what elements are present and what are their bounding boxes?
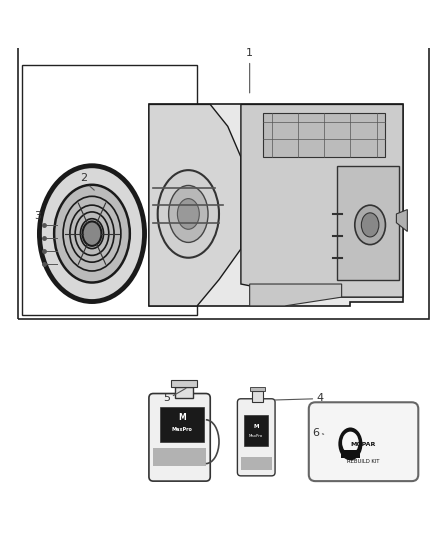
Ellipse shape [82, 221, 102, 246]
Bar [153, 448, 206, 466]
Ellipse shape [355, 205, 385, 245]
Ellipse shape [177, 199, 199, 229]
Text: MaxPro: MaxPro [249, 434, 263, 438]
Bar [175, 387, 193, 398]
Bar [160, 407, 204, 442]
Bar [18, 0, 429, 319]
Bar [250, 387, 265, 391]
Bar [263, 113, 385, 157]
Text: MOPAR: MOPAR [351, 442, 376, 447]
Polygon shape [149, 104, 241, 306]
Text: 3: 3 [34, 211, 41, 221]
Text: 2: 2 [80, 173, 87, 183]
Ellipse shape [169, 185, 208, 243]
Text: 6: 6 [312, 428, 319, 438]
Text: M: M [254, 424, 259, 429]
Bar [244, 415, 268, 446]
Text: 4: 4 [316, 393, 323, 403]
Polygon shape [149, 104, 403, 306]
Text: 5: 5 [163, 393, 170, 403]
Ellipse shape [342, 432, 359, 454]
FancyBboxPatch shape [309, 402, 418, 481]
Bar [341, 449, 360, 458]
Text: M: M [178, 413, 186, 422]
Text: REBUILD KIT: REBUILD KIT [347, 459, 380, 464]
Bar [252, 391, 263, 402]
Bar [171, 381, 197, 387]
FancyBboxPatch shape [149, 393, 210, 481]
Polygon shape [396, 209, 407, 231]
Ellipse shape [39, 166, 145, 302]
Ellipse shape [338, 427, 363, 461]
FancyBboxPatch shape [237, 399, 275, 476]
Ellipse shape [361, 213, 379, 237]
Text: 1: 1 [246, 49, 253, 59]
Bar [22, 65, 197, 314]
Text: MaxPro: MaxPro [171, 427, 192, 432]
Polygon shape [241, 104, 403, 297]
Polygon shape [250, 284, 342, 306]
Ellipse shape [158, 170, 219, 258]
Ellipse shape [54, 185, 130, 282]
Bar [241, 457, 272, 470]
Bar [337, 166, 399, 280]
